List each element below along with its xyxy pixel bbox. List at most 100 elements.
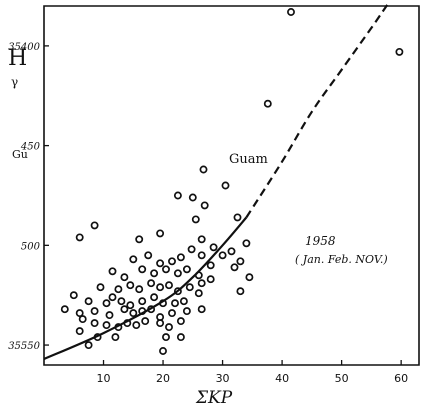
data-point: [105, 311, 114, 320]
data-point: [138, 307, 147, 316]
trend-curve: [43, 1, 391, 361]
data-point: [78, 315, 87, 324]
data-point: [236, 257, 245, 266]
data-point: [159, 299, 167, 308]
data-point: [197, 251, 206, 260]
data-point: [233, 213, 242, 222]
data-point: [156, 283, 165, 292]
y-tick-label: 35550: [8, 341, 40, 352]
data-point: [120, 305, 129, 314]
data-point: [185, 283, 194, 292]
data-point: [173, 191, 182, 200]
data-point: [90, 307, 99, 316]
data-point: [173, 287, 182, 296]
data-point: [108, 267, 117, 276]
x-axis-title: ΣKP: [195, 388, 233, 408]
data-point: [173, 269, 182, 278]
fit-curve-solid: [43, 216, 248, 361]
data-points: [60, 8, 404, 355]
data-point: [206, 275, 215, 284]
data-point: [108, 293, 117, 302]
data-point: [187, 245, 196, 254]
data-point: [102, 321, 111, 330]
data-point: [230, 263, 239, 272]
data-point: [176, 333, 185, 342]
data-point: [162, 333, 170, 342]
data-point: [236, 287, 245, 296]
data-point: [135, 285, 144, 294]
plot-frame: [43, 5, 420, 366]
data-point: [111, 333, 120, 342]
data-point: [138, 265, 147, 274]
data-point: [171, 299, 179, 308]
data-point: [126, 301, 135, 310]
data-point: [84, 297, 93, 306]
data-point: [144, 251, 153, 260]
axes: [43, 5, 420, 366]
data-point: [200, 201, 209, 210]
data-point: [159, 347, 167, 355]
data-point: [165, 323, 173, 332]
data-point: [156, 259, 165, 268]
axis-ticks: 10 20 30 40 50 60 35400 450 500 35550: [8, 42, 408, 385]
data-point: [102, 299, 111, 308]
data-point: [176, 317, 185, 326]
data-point: [69, 291, 78, 300]
data-point: [114, 285, 123, 294]
data-point: [182, 307, 191, 316]
data-point: [141, 317, 150, 326]
x-tick-label: 30: [216, 372, 230, 385]
data-point: [165, 281, 173, 290]
data-point: [242, 239, 251, 248]
data-point: [75, 327, 84, 336]
data-point: [197, 305, 206, 314]
year-label: 1958: [305, 234, 336, 248]
data-point: [93, 333, 102, 342]
data-point: [168, 309, 176, 318]
data-point: [194, 271, 203, 280]
data-point: [117, 297, 126, 306]
data-point: [147, 305, 156, 314]
data-point: [287, 8, 295, 16]
data-point: [191, 215, 200, 224]
y-axis-title: H: [8, 46, 27, 71]
data-point: [123, 319, 132, 328]
x-tick-label: 20: [156, 372, 170, 385]
data-point: [206, 261, 215, 270]
data-point: [221, 181, 230, 190]
data-point: [179, 297, 188, 306]
x-tick-label: 50: [335, 372, 349, 385]
data-point: [188, 193, 197, 202]
data-point: [395, 47, 404, 56]
y-axis-subtitle: Gu: [12, 148, 28, 161]
data-point: [114, 323, 123, 332]
data-point: [218, 251, 227, 260]
data-point: [138, 297, 147, 306]
data-point: [209, 243, 218, 252]
y-tick-label: 35400: [8, 42, 40, 53]
data-point: [199, 165, 208, 174]
x-tick-label: 10: [97, 372, 111, 385]
station-label: Guam: [229, 152, 268, 167]
data-point: [120, 273, 129, 282]
data-point: [129, 255, 138, 264]
fit-curve-extrapolated: [245, 1, 391, 218]
data-point: [245, 273, 254, 282]
data-point: [182, 265, 191, 274]
data-point: [156, 319, 165, 328]
data-point: [135, 235, 144, 244]
data-point: [176, 253, 185, 262]
data-point: [60, 305, 69, 314]
data-point: [150, 293, 159, 302]
data-point: [126, 281, 135, 290]
data-point: [75, 233, 84, 242]
data-point: [227, 247, 236, 256]
data-point: [90, 221, 99, 230]
y-tick-label: 450: [20, 142, 41, 153]
data-point: [96, 283, 105, 292]
x-tick-label: 60: [394, 372, 408, 385]
data-point: [263, 99, 272, 108]
data-point: [129, 309, 138, 318]
data-point: [84, 341, 93, 350]
